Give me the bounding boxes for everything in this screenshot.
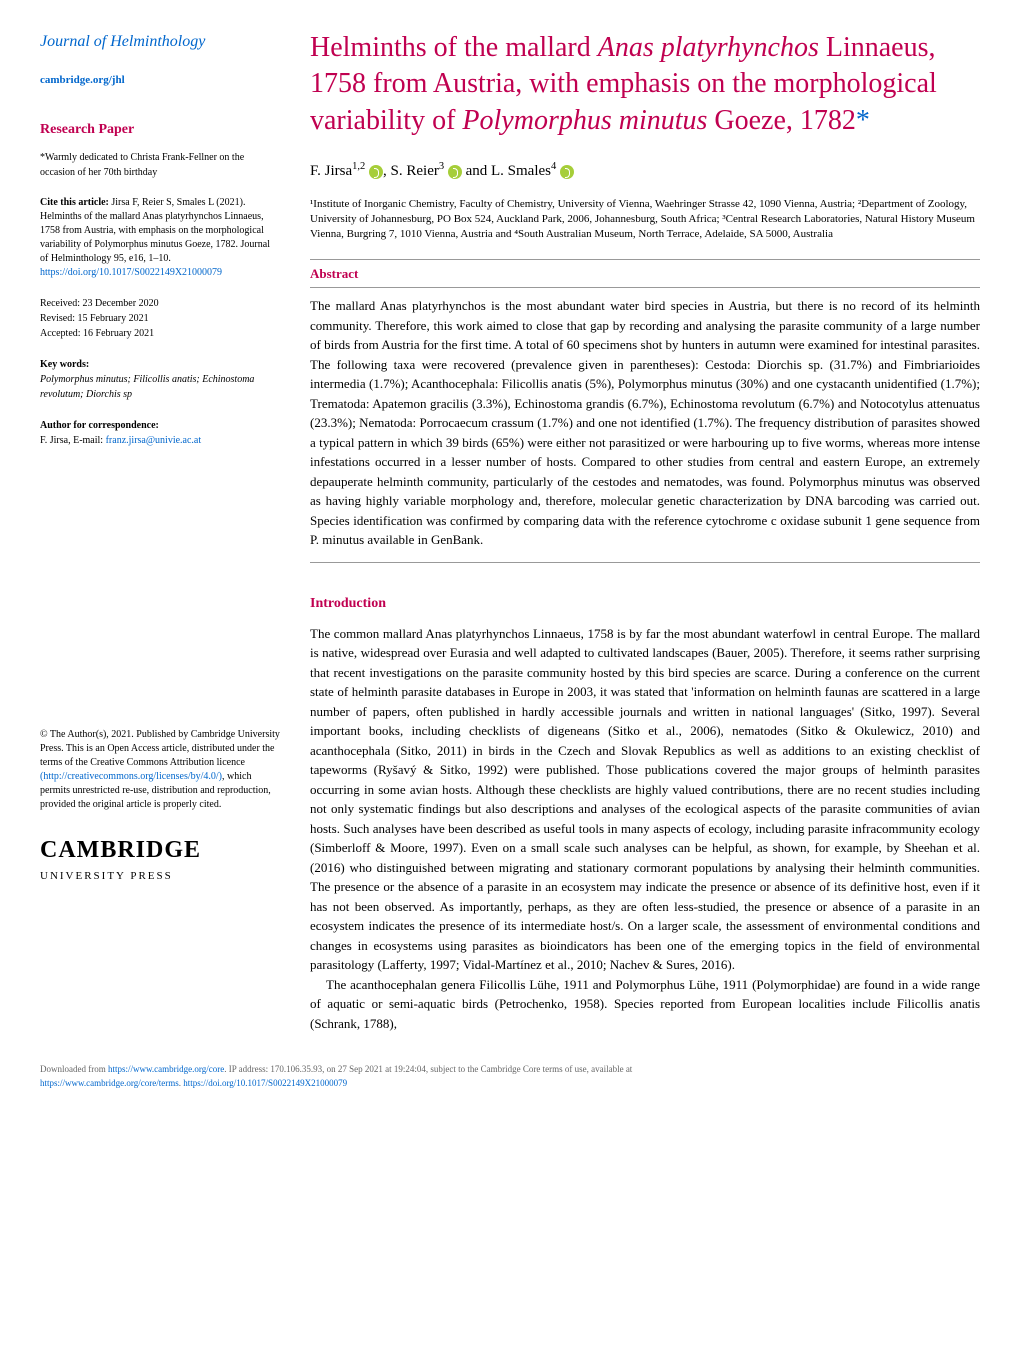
title-pre: Helminths of the mallard — [310, 32, 598, 63]
footer-text2: . IP address: 170.106.35.93, on 27 Sep 2… — [224, 1064, 632, 1074]
footer-url1[interactable]: https://www.cambridge.org/core — [108, 1064, 224, 1074]
title-star: * — [856, 105, 870, 136]
license-text: © The Author(s), 2021. Published by Camb… — [40, 729, 280, 768]
intro-paragraph-2: The acanthocephalan genera Filicollis Lü… — [310, 975, 980, 1034]
dedication: *Warmly dedicated to Christa Frank-Felln… — [40, 150, 280, 180]
intro-paragraph-1: The common mallard Anas platyrhynchos Li… — [310, 624, 980, 975]
logo-main: CAMBRIDGE — [40, 832, 280, 868]
license-url[interactable]: (http://creativecommons.org/licenses/by/… — [40, 771, 222, 782]
abstract-heading: Abstract — [310, 259, 980, 289]
authors-line: F. Jirsa1,2 , S. Reier3 and L. Smales4 — [310, 159, 980, 183]
keywords-block: Key words: Polymorphus minutus; Filicoll… — [40, 357, 280, 402]
page-footer: Downloaded from https://www.cambridge.or… — [40, 1063, 980, 1090]
doi-link[interactable]: https://doi.org/10.1017/S0022149X2100007… — [40, 267, 222, 278]
journal-name: Journal of Helminthology — [40, 30, 280, 54]
correspondence-label: Author for correspondence: — [40, 418, 280, 433]
author-3: and L. Smales — [462, 163, 551, 179]
introduction-text: The common mallard Anas platyrhynchos Li… — [310, 624, 980, 1034]
abstract-text: The mallard Anas platyrhynchos is the mo… — [310, 296, 980, 563]
license-block: © The Author(s), 2021. Published by Camb… — [40, 728, 280, 812]
revised-date: Revised: 15 February 2021 — [40, 311, 280, 326]
author-3-sup: 4 — [551, 161, 556, 172]
introduction-heading: Introduction — [310, 593, 980, 614]
footer-url2[interactable]: https://www.cambridge.org/core/terms — [40, 1078, 179, 1088]
article-title: Helminths of the mallard Anas platyrhync… — [310, 30, 980, 139]
logo-sub: UNIVERSITY PRESS — [40, 868, 280, 885]
cambridge-logo: CAMBRIDGE UNIVERSITY PRESS — [40, 832, 280, 885]
orcid-icon[interactable] — [448, 165, 462, 179]
orcid-icon[interactable] — [369, 165, 383, 179]
title-species-1: Anas platyrhynchos — [598, 32, 819, 63]
research-paper-label: Research Paper — [40, 119, 280, 140]
keywords-terms: Polymorphus minutus; Filicollis anatis; … — [40, 372, 280, 402]
correspondence-block: Author for correspondence: F. Jirsa, E-m… — [40, 418, 280, 448]
affiliations: ¹Institute of Inorganic Chemistry, Facul… — [310, 197, 980, 243]
correspondence-email[interactable]: franz.jirsa@univie.ac.at — [106, 435, 202, 446]
dates-block: Received: 23 December 2020 Revised: 15 F… — [40, 296, 280, 341]
received-date: Received: 23 December 2020 — [40, 296, 280, 311]
footer-url3[interactable]: https://doi.org/10.1017/S0022149X2100007… — [183, 1078, 347, 1088]
citation-block: Cite this article: Jirsa F, Reier S, Sma… — [40, 196, 280, 280]
title-species-2: Polymorphus minutus — [462, 105, 707, 136]
journal-link[interactable]: cambridge.org/jhl — [40, 72, 280, 89]
author-2-sup: 3 — [439, 161, 444, 172]
author-1-sup: 1,2 — [352, 161, 365, 172]
author-2: , S. Reier — [383, 163, 439, 179]
accepted-date: Accepted: 16 February 2021 — [40, 326, 280, 341]
orcid-icon[interactable] — [560, 165, 574, 179]
cite-label: Cite this article: — [40, 197, 109, 208]
correspondence-text: F. Jirsa, E-mail: — [40, 435, 103, 446]
title-end: Goeze, 1782 — [707, 105, 856, 136]
footer-text1: Downloaded from — [40, 1064, 108, 1074]
author-1: F. Jirsa — [310, 163, 352, 179]
keywords-label: Key words: — [40, 357, 280, 372]
